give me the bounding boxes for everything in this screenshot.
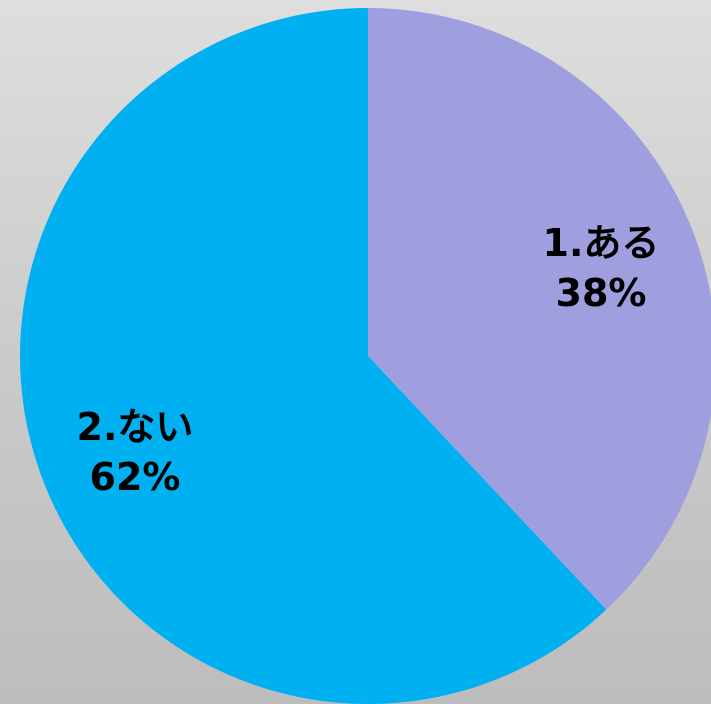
pie-labels: 1.ある 38% 2.ない 62%: [77, 221, 660, 499]
pie-slice-1: [368, 8, 711, 610]
slice-category-label-2: 2.ない: [77, 405, 194, 449]
slice-category-label-1: 1.ある: [543, 221, 660, 265]
slice-percent-label-2: 62%: [90, 455, 181, 499]
slice-percent-label-1: 38%: [556, 271, 647, 315]
pie-slices: [19, 8, 711, 704]
pie-slice-2: [19, 8, 607, 704]
